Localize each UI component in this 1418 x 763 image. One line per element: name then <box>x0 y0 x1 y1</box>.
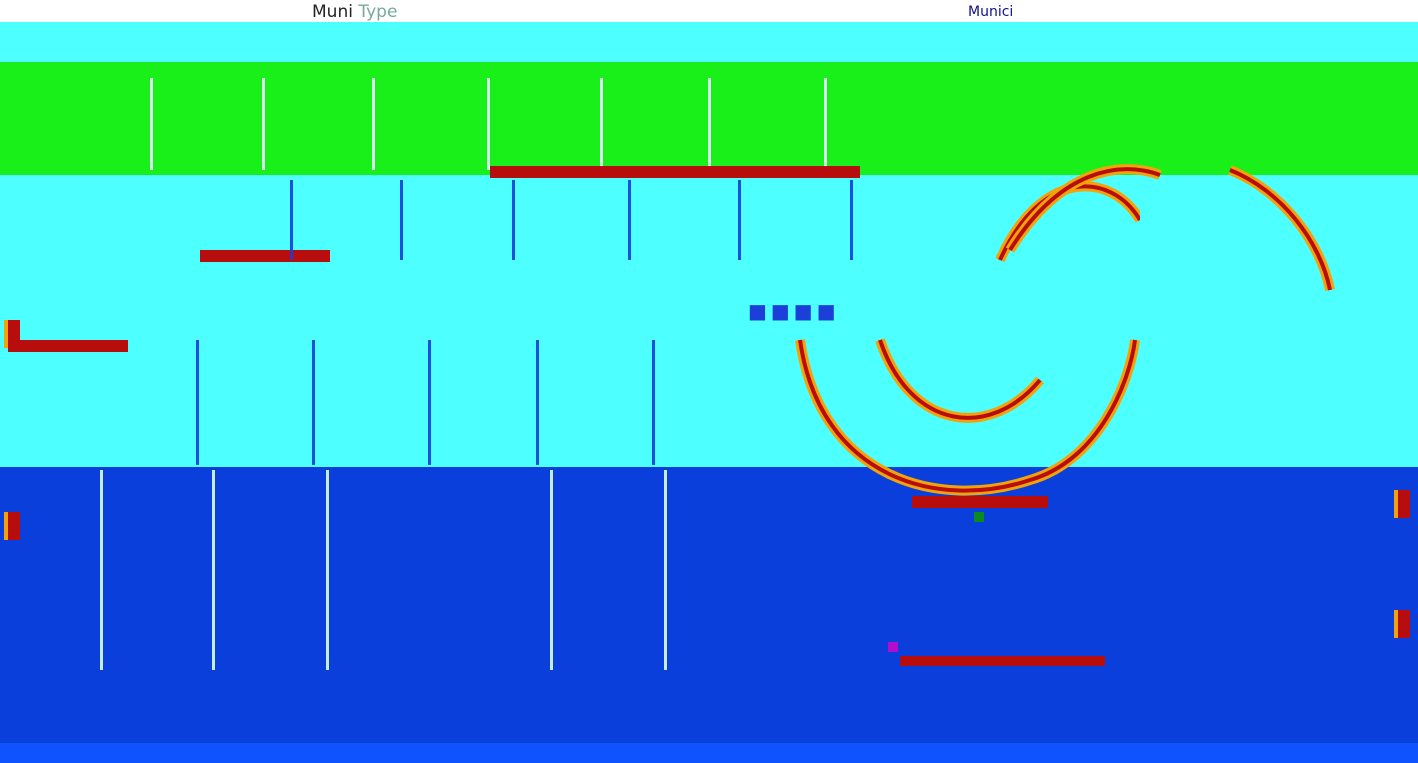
cyan-guide <box>428 340 431 465</box>
accent-bar <box>200 250 330 262</box>
green-divider <box>150 78 153 170</box>
cyan-panel <box>0 175 1418 467</box>
cyan-guide <box>628 180 631 260</box>
title-prefix: Muni <box>312 2 353 22</box>
page-title: Muni Type <box>312 2 397 22</box>
accent-bar <box>900 656 1105 666</box>
cyan-guide <box>312 340 315 465</box>
status-square <box>974 512 984 522</box>
cyan-guide <box>196 340 199 465</box>
blue-panel <box>0 467 1418 743</box>
cyan-guide <box>512 180 515 260</box>
accent-bar <box>490 166 860 178</box>
edge-marker <box>4 320 20 348</box>
bottom-bar <box>0 743 1418 763</box>
green-divider <box>708 78 711 170</box>
top-link[interactable]: Munici <box>968 4 1014 20</box>
header-bar <box>0 22 1418 62</box>
cyan-guide <box>400 180 403 260</box>
blue-guide <box>100 470 103 670</box>
edge-marker <box>4 512 20 540</box>
blue-guide <box>664 470 667 670</box>
accent-bar <box>8 340 128 352</box>
cyan-guide <box>536 340 539 465</box>
blue-guide <box>326 470 329 670</box>
cyan-guide <box>738 180 741 260</box>
cyan-guide <box>290 180 293 260</box>
cyan-guide <box>850 180 853 260</box>
green-divider <box>262 78 265 170</box>
green-divider <box>824 78 827 170</box>
edge-marker <box>1394 610 1410 638</box>
accent-bar <box>912 496 1048 508</box>
blue-guide <box>212 470 215 670</box>
status-square <box>888 642 898 652</box>
green-divider <box>372 78 375 170</box>
dots-icon: ■■■■ <box>748 299 840 323</box>
edge-marker <box>1394 490 1410 518</box>
cyan-guide <box>652 340 655 465</box>
top-strip <box>0 0 1418 22</box>
green-divider <box>600 78 603 170</box>
green-divider <box>487 78 490 170</box>
title-suffix: Type <box>358 2 398 22</box>
blue-guide <box>550 470 553 670</box>
